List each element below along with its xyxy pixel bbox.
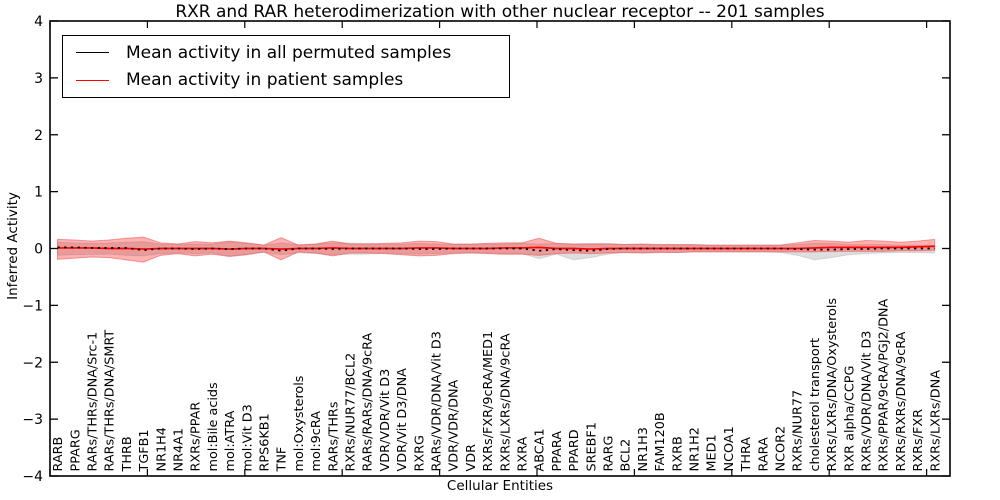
x-axis-category-label: RXRs/FXR bbox=[911, 409, 926, 472]
x-axis-category-label: RARs/THRs bbox=[326, 401, 341, 471]
x-axis-category-label: mol:ATRA bbox=[223, 410, 238, 471]
x-axis-category-label: VDR/VDR/DNA bbox=[447, 379, 462, 471]
x-axis-category-label: cholesterol transport bbox=[808, 338, 823, 472]
patient-band bbox=[57, 236, 936, 263]
x-axis-category-label: SREBF1 bbox=[584, 422, 599, 471]
x-axis-category-label: BCL2 bbox=[619, 439, 634, 472]
x-axis-category-label: VDR bbox=[464, 444, 479, 472]
x-axis-category-label: NR1H2 bbox=[688, 427, 703, 471]
y-axis-tick-label: 0 bbox=[34, 242, 43, 258]
x-axis-category-label: RXRs/NUR77/BCL2 bbox=[344, 353, 359, 472]
y-axis-tick-label: −2 bbox=[22, 355, 43, 371]
x-axis-category-label: THRB bbox=[120, 436, 135, 472]
legend-label-patient: Mean activity in patient samples bbox=[126, 70, 404, 91]
x-axis-category-label: RARs/RARs/DNA/9cRA bbox=[361, 332, 376, 471]
permuted-line-swatch bbox=[76, 52, 109, 54]
x-axis-category-label: VDR/VDR/Vit D3 bbox=[378, 369, 393, 472]
x-axis-category-label: THRA bbox=[739, 437, 754, 473]
y-axis-label: Inferred Activity bbox=[5, 192, 21, 300]
legend-entry-patient: Mean activity in patient samples bbox=[63, 67, 509, 93]
x-axis-category-label: PPARG bbox=[68, 429, 83, 471]
x-axis-category-label: RXRs/NUR77 bbox=[791, 390, 806, 472]
legend-label-permuted: Mean activity in all permuted samples bbox=[126, 42, 452, 63]
x-axis-category-label: ABCA1 bbox=[533, 428, 548, 471]
x-axis-category-label: RXRs/LXRs/DNA bbox=[928, 370, 943, 472]
x-axis-category-label: NCOA1 bbox=[722, 426, 737, 471]
x-axis-category-label: mol:Vit D3 bbox=[240, 404, 255, 471]
x-axis-category-label: FAM120B bbox=[653, 412, 668, 471]
x-axis-label: Cellular Entities bbox=[446, 478, 554, 494]
x-axis-category-label: RXRB bbox=[670, 436, 685, 471]
x-axis-category-label: mol:Bile acids bbox=[206, 382, 221, 472]
x-axis-category-label: NCOR2 bbox=[774, 426, 789, 472]
x-axis-category-label: RXRs/PPAR/9cRA/PGJ2/DNA bbox=[877, 298, 892, 471]
x-axis-category-label: NR1H4 bbox=[154, 427, 169, 471]
chart-title: RXR and RAR heterodimerization with othe… bbox=[175, 2, 825, 22]
x-axis-category-label: NR4A1 bbox=[172, 428, 187, 472]
x-axis-category-label: RPS6KB1 bbox=[258, 413, 273, 471]
x-axis-category-label: RXRs/PPAR bbox=[189, 402, 204, 472]
x-axis-category-label: TGFB1 bbox=[137, 429, 152, 472]
x-axis-category-label: RXRs/LXRs/DNA/Oxysterols bbox=[825, 298, 840, 472]
x-axis-category-label: RXRA bbox=[516, 436, 531, 471]
patient-line-swatch bbox=[76, 79, 109, 81]
x-axis-category-label: RXRs/FXR/9cRA/MED1 bbox=[481, 331, 496, 472]
y-axis-tick-label: 4 bbox=[34, 14, 43, 30]
x-axis-category-label: mol:9cRA bbox=[309, 411, 324, 472]
x-axis-category-label: MED1 bbox=[705, 434, 720, 471]
y-axis-tick-label: 3 bbox=[34, 71, 43, 87]
x-axis-category-label: PPARD bbox=[567, 429, 582, 471]
x-axis-category-label: mol:Oxysterols bbox=[292, 375, 307, 471]
x-axis-category-label: RXRs/RXRs/DNA/9cRA bbox=[894, 331, 909, 471]
x-axis-category-label: RARA bbox=[756, 437, 771, 471]
legend-entry-permuted: Mean activity in all permuted samples bbox=[63, 40, 509, 66]
legend: Mean activity in all permuted samples Me… bbox=[62, 35, 510, 98]
y-axis-tick-label: 2 bbox=[34, 128, 43, 144]
x-axis-category-label: RARs/THRs/DNA/Src-1 bbox=[86, 332, 101, 472]
x-axis-category-label: RARG bbox=[602, 436, 617, 472]
y-axis-tick-label: −1 bbox=[22, 298, 43, 314]
y-axis-tick-label: −3 bbox=[22, 412, 43, 428]
x-axis-category-label: TNF bbox=[275, 447, 290, 473]
y-axis-tick-label: −4 bbox=[22, 469, 43, 485]
x-axis-category-label: RARB bbox=[51, 437, 66, 472]
x-axis-category-label: RXR alpha/CCPG bbox=[842, 366, 857, 472]
x-axis-category-label: NR1H3 bbox=[636, 427, 651, 471]
x-axis-category-label: VDR/Vit D3/DNA bbox=[395, 368, 410, 472]
permuted-mean-line bbox=[57, 246, 935, 252]
x-axis-category-label: PPARA bbox=[550, 431, 565, 472]
x-axis-category-label: RXRs/LXRs/DNA/9cRA bbox=[498, 333, 513, 471]
y-axis-tick-label: 1 bbox=[34, 185, 43, 201]
x-axis-category-label: RARs/VDR/DNA/Vit D3 bbox=[430, 331, 445, 471]
x-axis-category-label: RXRG bbox=[412, 435, 427, 471]
x-axis-category-label: RARs/THRs/DNA/SMRT bbox=[103, 330, 118, 472]
x-axis-category-label: RXRs/VDR/DNA/Vit D3 bbox=[860, 331, 875, 472]
